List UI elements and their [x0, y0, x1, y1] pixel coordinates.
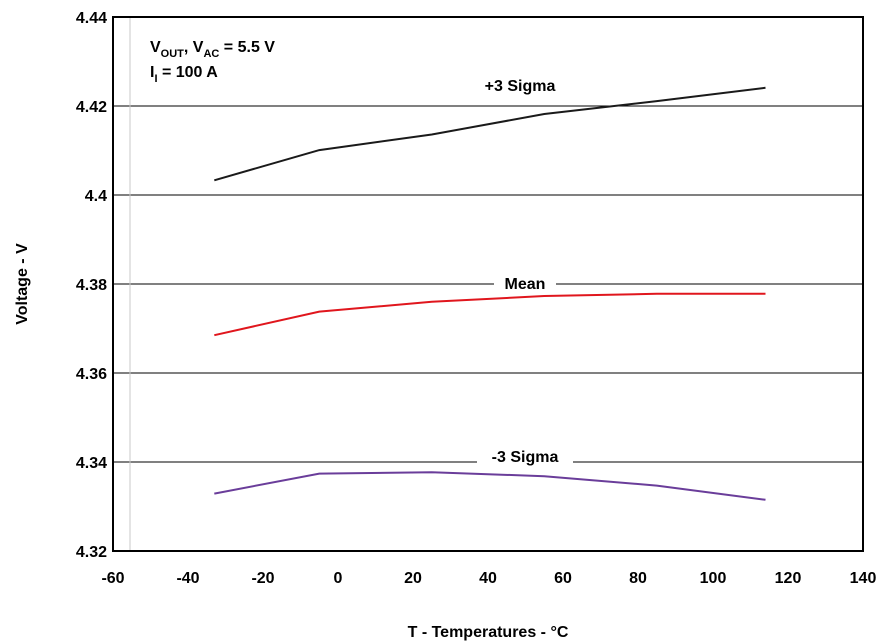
series-line-plusminus-3-sigma [214, 86, 766, 182]
series-labels: +3 Sigma Mean -3 Sigma [470, 76, 573, 466]
gridlines [113, 105, 863, 463]
annotation-current: II = 100 A [150, 64, 218, 85]
series-lines [214, 86, 766, 501]
y-tick-label: 4.44 [76, 10, 107, 27]
x-tick-label: -60 [101, 570, 124, 587]
y-tick-label: 4.38 [76, 277, 107, 294]
y-tick-label: 4.4 [85, 188, 107, 205]
x-tick-label: 60 [554, 570, 572, 587]
x-tick-label: 100 [700, 570, 727, 587]
annotation-vout-vac: VOUT, VAC = 5.5 V [150, 39, 275, 60]
y-axis-label: Voltage - V [14, 243, 31, 325]
x-tick-label: -20 [251, 570, 274, 587]
series-label-mean: Mean [505, 276, 546, 293]
x-tick-label: 80 [629, 570, 647, 587]
y-tick-label: 4.34 [76, 455, 107, 472]
series-line-minus-3-sigma [214, 471, 766, 501]
x-tick-label: 140 [850, 570, 877, 587]
y-tick-label: 4.42 [76, 99, 107, 116]
y-tick-labels: 4.32 4.34 4.36 4.38 4.4 4.42 4.44 [76, 10, 107, 561]
plot-frame [112, 16, 864, 552]
x-tick-label: 20 [404, 570, 422, 587]
series-label-bg [470, 76, 570, 95]
series-label-plusminus-3-sigma: +3 Sigma [485, 78, 556, 95]
series-label-bg [477, 447, 573, 466]
x-tick-labels: -60 -40 -20 0 20 40 60 80 100 120 140 [101, 570, 876, 587]
series-label-bg [494, 274, 556, 293]
series-label-minus-3-sigma: -3 Sigma [492, 449, 559, 466]
x-axis-label: T - Temperatures - °C [408, 624, 569, 641]
x-tick-label: 120 [775, 570, 802, 587]
x-tick-label: 0 [334, 570, 343, 587]
series-line-mean [214, 292, 766, 337]
y-tick-label: 4.32 [76, 544, 107, 561]
x-tick-label: 40 [479, 570, 497, 587]
x-tick-label: -40 [176, 570, 199, 587]
y-tick-label: 4.36 [76, 366, 107, 383]
